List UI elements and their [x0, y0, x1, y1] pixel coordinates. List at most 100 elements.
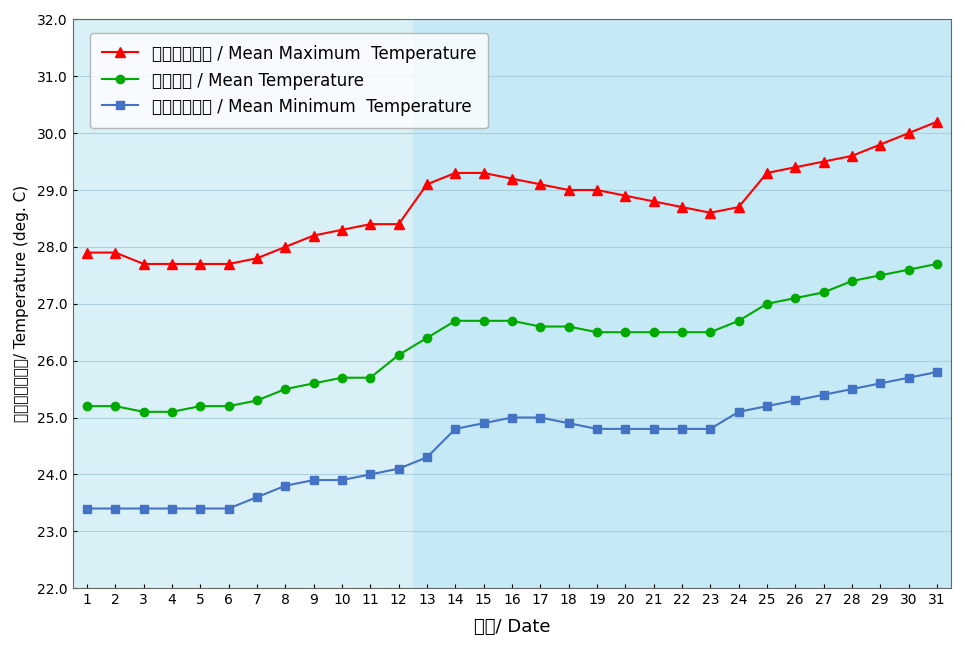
- 平均最低氣溫 / Mean Minimum  Temperature: [421, 454, 432, 462]
- X-axis label: 日期/ Date: 日期/ Date: [474, 618, 550, 636]
- 平均最高氣溫 / Mean Maximum  Temperature: [931, 118, 943, 125]
- 平均最低氣溫 / Mean Minimum  Temperature: [223, 504, 234, 512]
- 平均氣溫 / Mean Temperature: [903, 266, 915, 274]
- 平均最低氣溫 / Mean Minimum  Temperature: [308, 476, 319, 484]
- 平均最低氣溫 / Mean Minimum  Temperature: [251, 493, 262, 501]
- 平均最低氣溫 / Mean Minimum  Temperature: [166, 504, 178, 512]
- 平均最低氣溫 / Mean Minimum  Temperature: [846, 385, 858, 393]
- 平均最低氣溫 / Mean Minimum  Temperature: [789, 396, 801, 404]
- 平均最高氣溫 / Mean Maximum  Temperature: [874, 140, 886, 148]
- 平均氣溫 / Mean Temperature: [166, 408, 178, 416]
- 平均最高氣溫 / Mean Maximum  Temperature: [620, 192, 631, 200]
- 平均氣溫 / Mean Temperature: [789, 294, 801, 302]
- 平均最低氣溫 / Mean Minimum  Temperature: [138, 504, 150, 512]
- Line: 平均最高氣溫 / Mean Maximum  Temperature: 平均最高氣溫 / Mean Maximum Temperature: [82, 117, 942, 269]
- 平均最高氣溫 / Mean Maximum  Temperature: [817, 158, 829, 166]
- Line: 平均最低氣溫 / Mean Minimum  Temperature: 平均最低氣溫 / Mean Minimum Temperature: [83, 368, 941, 513]
- 平均氣溫 / Mean Temperature: [308, 380, 319, 387]
- 平均氣溫 / Mean Temperature: [874, 272, 886, 280]
- 平均氣溫 / Mean Temperature: [761, 300, 773, 307]
- 平均最低氣溫 / Mean Minimum  Temperature: [676, 425, 688, 433]
- 平均最低氣溫 / Mean Minimum  Temperature: [81, 504, 93, 512]
- 平均最高氣溫 / Mean Maximum  Temperature: [535, 181, 546, 188]
- 平均最高氣溫 / Mean Maximum  Temperature: [251, 254, 262, 262]
- 平均氣溫 / Mean Temperature: [817, 289, 829, 296]
- 平均氣溫 / Mean Temperature: [676, 328, 688, 336]
- 平均最高氣溫 / Mean Maximum  Temperature: [478, 169, 489, 177]
- 平均最高氣溫 / Mean Maximum  Temperature: [393, 220, 404, 228]
- 平均氣溫 / Mean Temperature: [450, 317, 461, 325]
- 平均最低氣溫 / Mean Minimum  Temperature: [704, 425, 716, 433]
- 平均最高氣溫 / Mean Maximum  Temperature: [761, 169, 773, 177]
- 平均最高氣溫 / Mean Maximum  Temperature: [846, 152, 858, 160]
- 平均氣溫 / Mean Temperature: [704, 328, 716, 336]
- 平均最高氣溫 / Mean Maximum  Temperature: [704, 209, 716, 216]
- 平均最低氣溫 / Mean Minimum  Temperature: [903, 374, 915, 382]
- 平均最高氣溫 / Mean Maximum  Temperature: [166, 260, 178, 268]
- 平均最高氣溫 / Mean Maximum  Temperature: [648, 198, 659, 205]
- 平均氣溫 / Mean Temperature: [251, 396, 262, 404]
- 平均最低氣溫 / Mean Minimum  Temperature: [931, 368, 943, 376]
- 平均氣溫 / Mean Temperature: [393, 351, 404, 359]
- 平均最低氣溫 / Mean Minimum  Temperature: [761, 402, 773, 410]
- 平均氣溫 / Mean Temperature: [478, 317, 489, 325]
- 平均最高氣溫 / Mean Maximum  Temperature: [450, 169, 461, 177]
- 平均最高氣溫 / Mean Maximum  Temperature: [336, 226, 347, 234]
- 平均最高氣溫 / Mean Maximum  Temperature: [903, 129, 915, 137]
- 平均氣溫 / Mean Temperature: [280, 385, 291, 393]
- 平均最低氣溫 / Mean Minimum  Temperature: [592, 425, 603, 433]
- 平均氣溫 / Mean Temperature: [138, 408, 150, 416]
- Y-axis label: 溫度（攝氏度）/ Temperature (deg. C): 溫度（攝氏度）/ Temperature (deg. C): [14, 185, 29, 422]
- 平均氣溫 / Mean Temperature: [507, 317, 518, 325]
- Bar: [413, 20, 951, 588]
- 平均最高氣溫 / Mean Maximum  Temperature: [365, 220, 376, 228]
- 平均最低氣溫 / Mean Minimum  Temperature: [365, 471, 376, 478]
- 平均氣溫 / Mean Temperature: [592, 328, 603, 336]
- 平均最低氣溫 / Mean Minimum  Temperature: [732, 408, 744, 416]
- 平均最低氣溫 / Mean Minimum  Temperature: [620, 425, 631, 433]
- 平均最高氣溫 / Mean Maximum  Temperature: [732, 203, 744, 211]
- 平均最高氣溫 / Mean Maximum  Temperature: [223, 260, 234, 268]
- Legend: 平均最高氣溫 / Mean Maximum  Temperature, 平均氣溫 / Mean Temperature, 平均最低氣溫 / Mean Minim: 平均最高氣溫 / Mean Maximum Temperature, 平均氣溫 …: [90, 33, 487, 128]
- 平均最低氣溫 / Mean Minimum  Temperature: [507, 413, 518, 421]
- 平均氣溫 / Mean Temperature: [110, 402, 122, 410]
- 平均最低氣溫 / Mean Minimum  Temperature: [874, 380, 886, 387]
- 平均氣溫 / Mean Temperature: [732, 317, 744, 325]
- 平均氣溫 / Mean Temperature: [421, 334, 432, 342]
- 平均最高氣溫 / Mean Maximum  Temperature: [789, 163, 801, 171]
- 平均氣溫 / Mean Temperature: [563, 322, 574, 330]
- 平均最低氣溫 / Mean Minimum  Temperature: [817, 391, 829, 398]
- 平均最高氣溫 / Mean Maximum  Temperature: [81, 249, 93, 257]
- 平均氣溫 / Mean Temperature: [648, 328, 659, 336]
- 平均最高氣溫 / Mean Maximum  Temperature: [308, 231, 319, 239]
- 平均最低氣溫 / Mean Minimum  Temperature: [535, 413, 546, 421]
- 平均最低氣溫 / Mean Minimum  Temperature: [110, 504, 122, 512]
- 平均最高氣溫 / Mean Maximum  Temperature: [421, 181, 432, 188]
- 平均最低氣溫 / Mean Minimum  Temperature: [478, 419, 489, 427]
- 平均最高氣溫 / Mean Maximum  Temperature: [195, 260, 207, 268]
- 平均最低氣溫 / Mean Minimum  Temperature: [195, 504, 207, 512]
- 平均氣溫 / Mean Temperature: [365, 374, 376, 382]
- 平均氣溫 / Mean Temperature: [620, 328, 631, 336]
- 平均最高氣溫 / Mean Maximum  Temperature: [110, 249, 122, 257]
- 平均最低氣溫 / Mean Minimum  Temperature: [393, 465, 404, 473]
- 平均氣溫 / Mean Temperature: [195, 402, 207, 410]
- 平均最高氣溫 / Mean Maximum  Temperature: [676, 203, 688, 211]
- 平均氣溫 / Mean Temperature: [223, 402, 234, 410]
- 平均氣溫 / Mean Temperature: [931, 260, 943, 268]
- 平均最高氣溫 / Mean Maximum  Temperature: [563, 186, 574, 194]
- 平均最低氣溫 / Mean Minimum  Temperature: [280, 482, 291, 489]
- 平均最高氣溫 / Mean Maximum  Temperature: [507, 175, 518, 183]
- 平均最高氣溫 / Mean Maximum  Temperature: [138, 260, 150, 268]
- 平均最低氣溫 / Mean Minimum  Temperature: [648, 425, 659, 433]
- Line: 平均氣溫 / Mean Temperature: 平均氣溫 / Mean Temperature: [83, 260, 941, 416]
- 平均最高氣溫 / Mean Maximum  Temperature: [280, 243, 291, 251]
- 平均氣溫 / Mean Temperature: [846, 277, 858, 285]
- 平均氣溫 / Mean Temperature: [336, 374, 347, 382]
- 平均氣溫 / Mean Temperature: [535, 322, 546, 330]
- 平均最低氣溫 / Mean Minimum  Temperature: [563, 419, 574, 427]
- 平均氣溫 / Mean Temperature: [81, 402, 93, 410]
- 平均最高氣溫 / Mean Maximum  Temperature: [592, 186, 603, 194]
- 平均最低氣溫 / Mean Minimum  Temperature: [336, 476, 347, 484]
- 平均最低氣溫 / Mean Minimum  Temperature: [450, 425, 461, 433]
